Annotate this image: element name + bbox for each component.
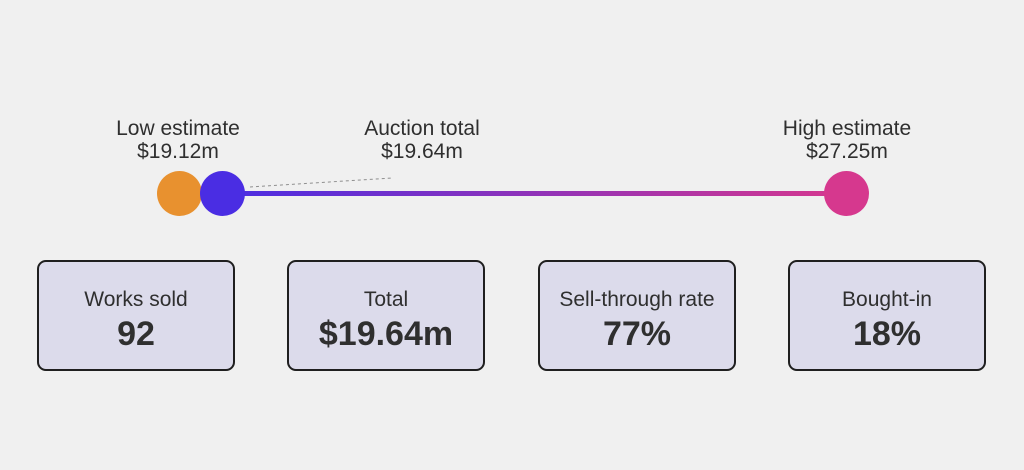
works-sold-value: 92 [117, 315, 155, 353]
bought-in-value: 18% [852, 315, 922, 353]
auction-total-connector-line [250, 177, 393, 188]
sell-through-rate-card: Sell-through rate 77% [538, 260, 736, 371]
sell-through-rate-label: Sell-through rate [559, 288, 715, 311]
low-estimate-amount: $19.12m [137, 140, 219, 163]
low-estimate-marker [157, 171, 202, 216]
high-estimate-marker [824, 171, 869, 216]
low-estimate-label: Low estimate $19.12m [88, 117, 268, 163]
high-estimate-amount: $27.25m [806, 140, 888, 163]
bought-in-label: Bought-in [842, 288, 932, 311]
high-estimate-caption: High estimate [782, 117, 912, 140]
bought-in-card: Bought-in 18% [788, 260, 986, 371]
auction-total-amount: $19.64m [381, 140, 463, 163]
total-card: Total $19.64m [287, 260, 485, 371]
low-estimate-caption: Low estimate [116, 117, 240, 140]
works-sold-card: Works sold 92 [37, 260, 235, 371]
auction-total-marker [200, 171, 245, 216]
estimate-range-track [222, 191, 847, 196]
total-value: $19.64m [318, 315, 454, 353]
works-sold-label: Works sold [84, 288, 188, 311]
auction-total-caption: Auction total [364, 117, 480, 140]
total-label: Total [363, 288, 409, 311]
high-estimate-label: High estimate $27.25m [756, 117, 938, 163]
auction-total-label: Auction total $19.64m [322, 117, 522, 163]
sell-through-rate-value: 77% [602, 315, 672, 353]
